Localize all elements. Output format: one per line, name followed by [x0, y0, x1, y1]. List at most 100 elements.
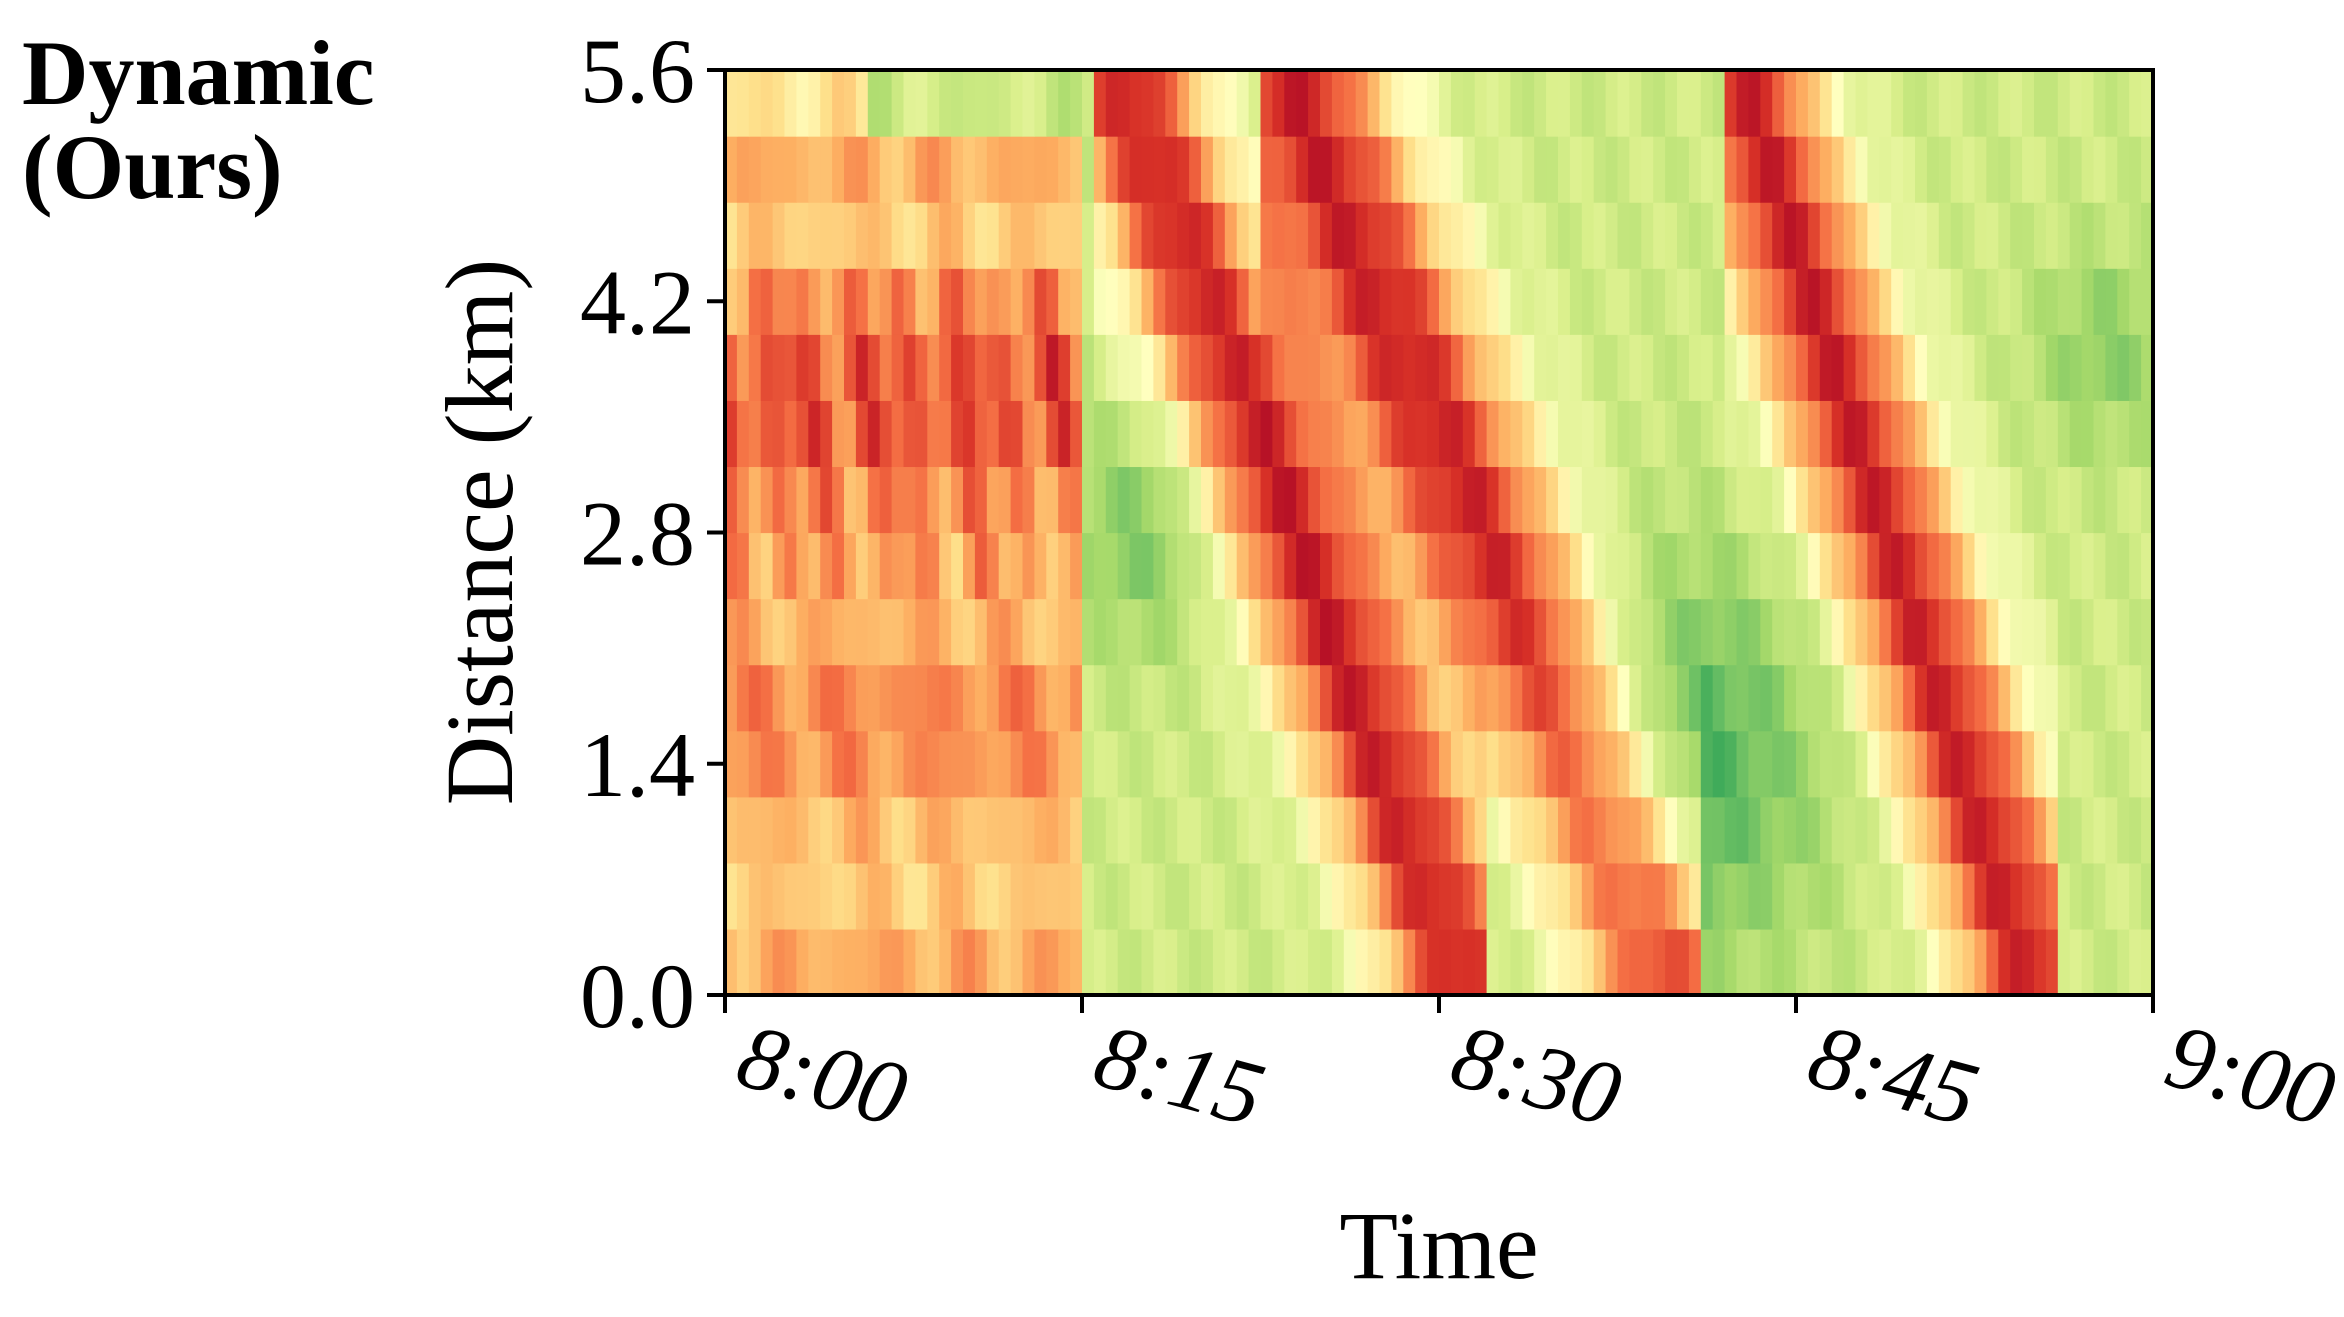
heatmap-cell	[1546, 202, 1559, 269]
heatmap-cell	[1224, 796, 1238, 864]
heatmap-cell	[1891, 70, 1904, 137]
heatmap-cell	[1784, 862, 1797, 930]
heatmap-cell	[891, 730, 905, 798]
heatmap-cell	[1177, 928, 1190, 996]
heatmap-cell	[1486, 202, 1500, 269]
heatmap-cell	[2117, 466, 2130, 534]
heatmap-cell	[927, 268, 940, 335]
heatmap-cell	[2010, 70, 2023, 137]
heatmap-cell	[1105, 928, 1119, 996]
heatmap-cell	[760, 466, 774, 534]
heatmap-cell	[891, 136, 905, 203]
heatmap-cell	[1022, 796, 1035, 864]
heatmap-cell	[2022, 532, 2035, 600]
heatmap-cell	[1629, 796, 1642, 864]
heatmap-cell	[1034, 532, 1047, 600]
heatmap-cell	[1355, 334, 1369, 401]
heatmap-cell	[986, 664, 1000, 732]
heatmap-cell	[1320, 532, 1333, 600]
heatmap-cell	[1510, 862, 1523, 930]
heatmap-cell	[1177, 334, 1190, 401]
heatmap-cell	[1296, 796, 1309, 864]
heatmap-cell	[1260, 202, 1273, 269]
heatmap-cell	[748, 796, 762, 864]
heatmap-cell	[1867, 730, 1880, 798]
heatmap-cell	[1367, 334, 1381, 401]
heatmap-cell	[1617, 928, 1630, 996]
heatmap-cell	[736, 664, 750, 732]
heatmap-cell	[1343, 400, 1357, 468]
heatmap-cell	[2022, 928, 2035, 996]
heatmap-cell	[1236, 466, 1250, 534]
heatmap-cell	[1677, 202, 1690, 269]
heatmap-cell	[1605, 466, 1619, 534]
heatmap-cell	[1867, 136, 1880, 203]
heatmap-cell	[1189, 928, 1202, 996]
heatmap-cell	[1248, 598, 1262, 666]
heatmap-cell	[1201, 334, 1214, 401]
heatmap-cell	[1379, 862, 1392, 930]
heatmap-cell	[1355, 268, 1369, 335]
heatmap-cell	[1236, 796, 1250, 864]
heatmap-cell	[927, 532, 940, 600]
heatmap-cell	[2081, 202, 2095, 269]
heatmap-cell	[1177, 598, 1190, 666]
heatmap-cell	[1272, 136, 1285, 203]
heatmap-cell	[1141, 466, 1154, 534]
heatmap-cell	[963, 466, 976, 534]
heatmap-cell	[1772, 466, 1785, 534]
heatmap-cell	[855, 334, 869, 401]
heatmap-cell	[1629, 70, 1642, 137]
heatmap-cell	[1093, 400, 1107, 468]
heatmap-cell	[1593, 136, 1607, 203]
heatmap-cell	[1403, 598, 1416, 666]
heatmap-cell	[1534, 598, 1547, 666]
heatmap-cell	[951, 862, 964, 930]
heatmap-cell	[998, 730, 1012, 798]
heatmap-cell	[1558, 598, 1571, 666]
heatmap-cell	[1343, 532, 1357, 600]
heatmap-cell	[1212, 400, 1226, 468]
heatmap-cell	[1915, 202, 1928, 269]
heatmap-cell	[1546, 796, 1559, 864]
heatmap-cell	[1843, 796, 1857, 864]
heatmap-cell	[1998, 136, 2011, 203]
heatmap-cell	[772, 862, 786, 930]
heatmap-cell	[2057, 532, 2071, 600]
heatmap-cell	[1343, 862, 1357, 930]
heatmap-cell	[736, 400, 750, 468]
heatmap-cell	[1129, 400, 1143, 468]
panel-label: Dynamic (Ours)	[22, 26, 375, 214]
heatmap-cell	[1569, 70, 1583, 137]
heatmap-cell	[1165, 796, 1178, 864]
heatmap-cell	[1605, 928, 1619, 996]
heatmap-cell	[1926, 334, 1940, 401]
heatmap-cell	[1748, 334, 1761, 401]
heatmap-cell	[1926, 730, 1940, 798]
heatmap-cell	[1260, 136, 1273, 203]
heatmap-cell	[1462, 928, 1476, 996]
heatmap-cell	[820, 202, 833, 269]
heatmap-cell	[1593, 334, 1607, 401]
heatmap-cell	[2129, 862, 2142, 930]
heatmap-cell	[1938, 796, 1952, 864]
heatmap-cell	[1177, 862, 1190, 930]
heatmap-cell	[963, 796, 976, 864]
heatmap-cell	[915, 466, 928, 534]
heatmap-cell	[974, 664, 988, 732]
heatmap-cell	[963, 532, 976, 600]
heatmap-cell	[963, 268, 976, 335]
heatmap-cell	[1879, 532, 1892, 600]
heatmap-cell	[2129, 730, 2142, 798]
heatmap-cell	[2081, 664, 2095, 732]
heatmap-cell	[1736, 928, 1749, 996]
heatmap-cell	[2093, 598, 2106, 666]
heatmap-cell	[1010, 136, 1024, 203]
heatmap-cell	[1962, 532, 1976, 600]
heatmap-cell	[1605, 796, 1619, 864]
heatmap-cell	[1558, 862, 1571, 930]
heatmap-cell	[1807, 136, 1821, 203]
heatmap-cell	[1581, 862, 1595, 930]
heatmap-cell	[2081, 532, 2095, 600]
heatmap-cell	[1474, 928, 1488, 996]
